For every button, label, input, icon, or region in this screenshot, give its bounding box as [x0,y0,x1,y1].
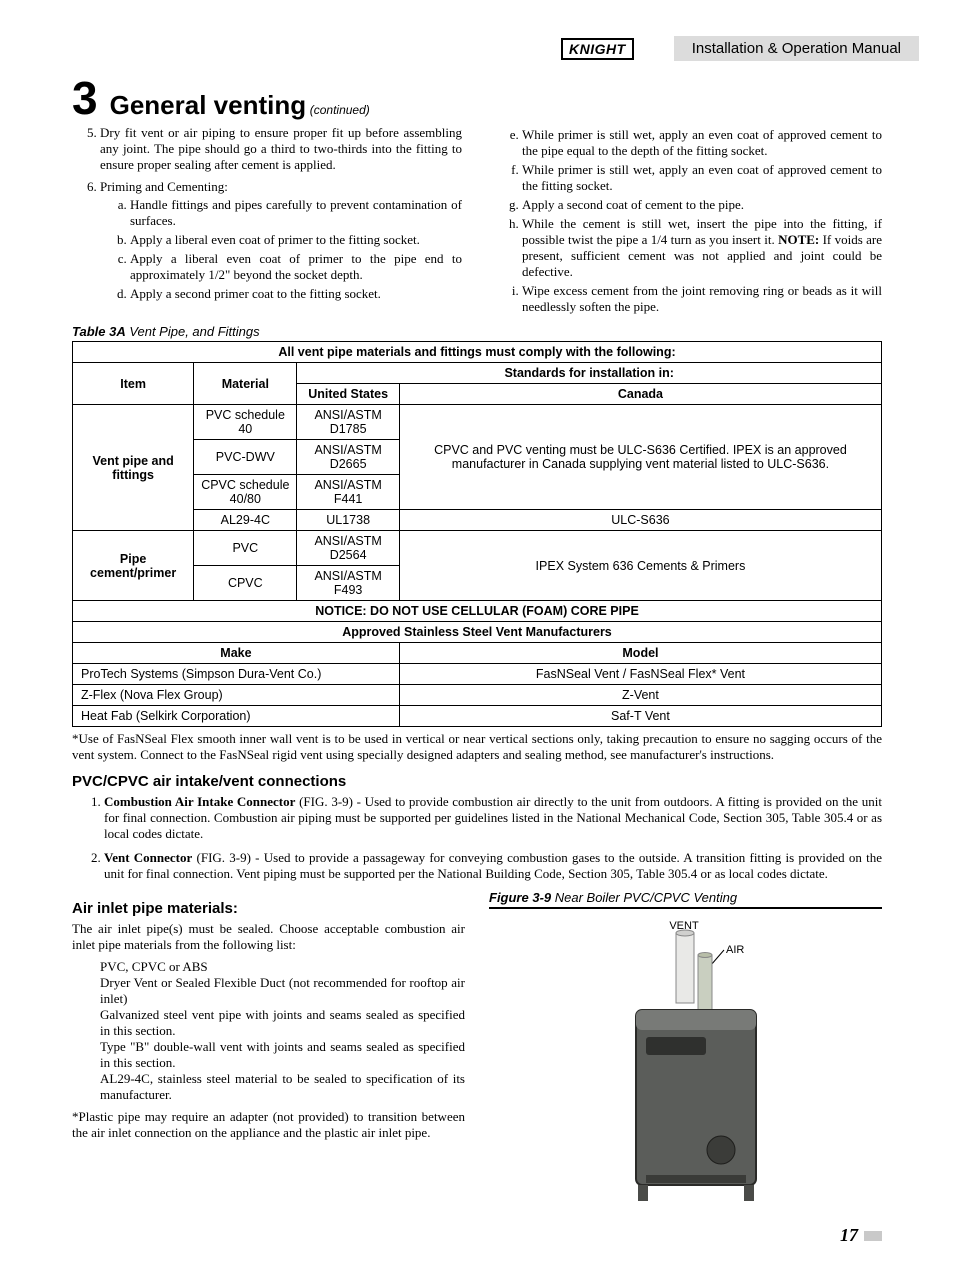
step-6a: Handle fittings and pipes carefully to p… [130,197,462,229]
mat-1: PVC-DWV [194,440,297,475]
air-subhead: Air inlet pipe materials: [72,900,465,917]
row-cement-label: Pipe cement/primer [73,531,194,601]
cem-1: CPVC [194,566,297,601]
col-material: Material [194,363,297,405]
air-mat-4: AL29-4C, stainless steel material to be … [100,1071,465,1103]
step-5: Dry fit vent or air piping to ensure pro… [100,125,462,173]
mfr-model-1: Z-Vent [399,685,881,706]
table-3a: All vent pipe materials and fittings mus… [72,341,882,727]
col-canada: Canada [399,384,881,405]
cem-std-0: ANSI/ASTM D2564 [297,531,400,566]
col-item: Item [73,363,194,405]
table-3a-caption: Table 3A Vent Pipe, and Fittings [72,324,882,339]
page-number-row: 17 [489,1225,882,1246]
col-standards: Standards for installation in: [297,363,882,384]
fig-caption-bold: Figure 3-9 [489,890,551,905]
pvc-item-2-bold: Vent Connector [104,850,192,865]
step-6e: While primer is still wet, apply an even… [522,127,882,159]
air-mat-3: Type "B" double-wall vent with joints an… [100,1039,465,1071]
air-mat-1: Dryer Vent or Sealed Flexible Duct (not … [100,975,465,1007]
col-model: Model [399,643,881,664]
table-caption-bold: Table 3A [72,324,126,339]
notice-row: NOTICE: DO NOT USE CELLULAR (FOAM) CORE … [73,601,882,622]
std-0: ANSI/ASTM D1785 [297,405,400,440]
air-materials-list: PVC, CPVC or ABS Dryer Vent or Sealed Fl… [100,959,465,1103]
std-3-ca: ULC-S636 [399,510,881,531]
continued-label: (continued) [310,103,370,117]
table-header-full: All vent pipe materials and fittings mus… [73,342,882,363]
step-6i: Wipe excess cement from the joint removi… [522,283,882,315]
canada-note: CPVC and PVC venting must be ULC-S636 Ce… [399,405,881,510]
std-1: ANSI/ASTM D2665 [297,440,400,475]
approved-row: Approved Stainless Steel Vent Manufactur… [73,622,882,643]
air-label: AIR [726,944,744,956]
mat-2: CPVC schedule 40/80 [194,475,297,510]
cem-0: PVC [194,531,297,566]
step-6: Priming and Cementing: Handle fittings a… [100,179,462,302]
page-number: 17 [840,1225,858,1246]
instruction-columns: Dry fit vent or air piping to ensure pro… [72,125,882,318]
step-6c: Apply a liberal even coat of primer to t… [130,251,462,283]
mfr-1: Z-Flex (Nova Flex Group) [73,685,400,706]
col-make: Make [73,643,400,664]
col-us: United States [297,384,400,405]
fig-caption-ital: Near Boiler PVC/CPVC Venting [551,890,737,905]
table-caption-ital: Vent Pipe, and Fittings [126,324,260,339]
header-bar: KNIGHT Installation & Operation Manual [0,28,954,69]
air-mat-2: Galvanized steel vent pipe with joints a… [100,1007,465,1039]
mfr-2: Heat Fab (Selkirk Corporation) [73,706,400,727]
step-6f: While primer is still wet, apply an even… [522,162,882,194]
page-decoration [864,1231,882,1241]
pvc-item-1-bold: Combustion Air Intake Connector [104,794,295,809]
step-6h: While the cement is still wet, insert th… [522,216,882,280]
section-number: 3 [72,75,98,121]
std-2: ANSI/ASTM F441 [297,475,400,510]
row-vent-label: Vent pipe and fittings [73,405,194,531]
cement-canada: IPEX System 636 Cements & Primers [399,531,881,601]
figure-caption: Figure 3-9 Near Boiler PVC/CPVC Venting [489,890,882,909]
mfr-model-0: FasNSeal Vent / FasNSeal Flex* Vent [399,664,881,685]
boiler-diagram: VENT AIR [546,915,826,1215]
std-3: UL1738 [297,510,400,531]
air-mat-0: PVC, CPVC or ABS [100,959,465,975]
cem-std-1: ANSI/ASTM F493 [297,566,400,601]
manual-title: Installation & Operation Manual [674,36,919,61]
pvc-subhead: PVC/CPVC air intake/vent connections [72,773,882,790]
section-title-text: General venting [110,90,307,120]
step-6b: Apply a liberal even coat of primer to t… [130,232,462,248]
mfr-0: ProTech Systems (Simpson Dura-Vent Co.) [73,664,400,685]
pvc-item-2: Vent Connector (FIG. 3-9) - Used to prov… [104,850,882,882]
step-6d: Apply a second primer coat to the fittin… [130,286,462,302]
brand-logo: KNIGHT [561,38,634,60]
air-footnote: *Plastic pipe may require an adapter (no… [72,1109,465,1141]
section-heading: 3 General venting (continued) [72,75,882,121]
pvc-item-2-rest: (FIG. 3-9) - Used to provide a passagewa… [104,850,882,881]
table-footnote: *Use of FasNSeal Flex smooth inner wall … [72,731,882,763]
mat-3: AL29-4C [194,510,297,531]
step-6-text: Priming and Cementing: [100,179,228,194]
air-intro: The air inlet pipe(s) must be sealed. Ch… [72,921,465,953]
step-6g: Apply a second coat of cement to the pip… [522,197,882,213]
step-6h-note: NOTE: [778,232,819,247]
pvc-item-1: Combustion Air Intake Connector (FIG. 3-… [104,794,882,842]
mfr-model-2: Saf-T Vent [399,706,881,727]
mat-0: PVC schedule 40 [194,405,297,440]
